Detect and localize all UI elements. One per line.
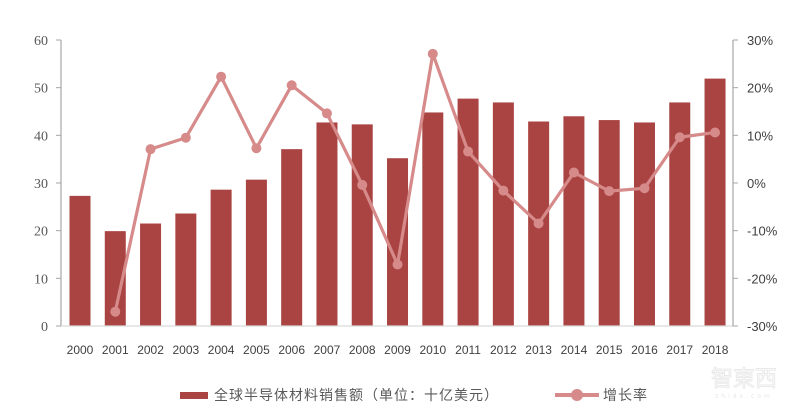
x-tick-label: 2003 — [172, 343, 199, 357]
left-tick-label: 60 — [34, 34, 48, 49]
growth-point-2008[interactable] — [357, 179, 368, 190]
left-tick-label: 0 — [41, 320, 48, 335]
bar-series — [69, 78, 726, 327]
x-tick-label: 2012 — [490, 343, 517, 357]
legend-item-sales[interactable]: 全球半导体材料销售额（单位：十亿美元） — [180, 384, 499, 406]
growth-point-2017[interactable] — [674, 132, 685, 143]
line-marker-swatch-icon — [555, 388, 599, 402]
growth-point-2016[interactable] — [639, 183, 650, 194]
x-tick-label: 2018 — [702, 343, 729, 357]
x-tick-label: 2006 — [278, 343, 305, 357]
growth-point-2013[interactable] — [533, 218, 544, 229]
bar-2010[interactable] — [422, 112, 444, 326]
bar-2018[interactable] — [704, 78, 726, 326]
growth-point-2006[interactable] — [286, 80, 297, 91]
x-tick-label: 2005 — [243, 343, 270, 357]
growth-point-2010[interactable] — [427, 48, 438, 59]
growth-point-2015[interactable] — [604, 186, 615, 197]
left-axis-ticks: 0 10 20 30 40 50 60 — [34, 34, 61, 335]
growth-point-2018[interactable] — [710, 127, 721, 138]
growth-point-2005[interactable] — [251, 143, 262, 154]
x-tick-label: 2000 — [67, 343, 94, 357]
bar-2014[interactable] — [563, 116, 585, 327]
bar-2012[interactable] — [492, 102, 514, 327]
watermark-logo: 智東西 zhidx.com — [710, 367, 777, 401]
growth-point-2012[interactable] — [498, 185, 509, 196]
right-tick-label: -10% — [747, 224, 778, 239]
left-tick-label: 30 — [34, 177, 48, 192]
growth-point-2011[interactable] — [463, 146, 474, 157]
growth-point-2004[interactable] — [216, 71, 227, 82]
bar-2017[interactable] — [669, 102, 691, 327]
legend: 全球半导体材料销售额（单位：十亿美元） 增长率 — [0, 384, 800, 406]
bar-swatch-icon — [180, 391, 208, 399]
bar-2002[interactable] — [140, 223, 162, 326]
x-tick-label: 2013 — [525, 343, 552, 357]
left-tick-label: 10 — [34, 272, 48, 287]
x-tick-label: 2009 — [384, 343, 411, 357]
x-tick-label: 2007 — [314, 343, 341, 357]
growth-point-2001[interactable] — [110, 306, 121, 317]
bar-2004[interactable] — [210, 189, 232, 326]
bar-2006[interactable] — [281, 149, 303, 326]
right-tick-label: -20% — [747, 271, 778, 286]
right-tick-label: 20% — [747, 81, 773, 96]
legend-label-sales: 全球半导体材料销售额（单位：十亿美元） — [214, 388, 499, 404]
x-tick-label: 2017 — [666, 343, 693, 357]
right-tick-label: 30% — [747, 33, 773, 48]
legend-label-growth: 增长率 — [603, 388, 648, 404]
x-tick-label: 2001 — [102, 343, 129, 357]
left-tick-label: 50 — [34, 82, 48, 97]
legend-item-growth[interactable]: 增长率 — [555, 384, 648, 406]
bar-2008[interactable] — [351, 124, 373, 327]
bar-2009[interactable] — [387, 158, 409, 326]
x-tick-label: 2010 — [419, 343, 446, 357]
growth-point-2014[interactable] — [568, 167, 579, 178]
growth-point-2007[interactable] — [321, 108, 332, 119]
x-tick-label: 2014 — [561, 343, 588, 357]
x-tick-label: 2002 — [137, 343, 164, 357]
bar-2005[interactable] — [245, 179, 267, 326]
growth-point-2009[interactable] — [392, 259, 403, 270]
bar-2016[interactable] — [633, 122, 655, 326]
x-tick-label: 2016 — [631, 343, 658, 357]
right-tick-label: 10% — [747, 128, 773, 143]
growth-line — [113, 52, 716, 313]
x-tick-label: 2008 — [349, 343, 376, 357]
bar-2015[interactable] — [598, 120, 620, 326]
bar-2001[interactable] — [104, 231, 126, 326]
svg-text:智東西: 智東西 — [711, 367, 777, 392]
growth-point-2002[interactable] — [145, 144, 156, 155]
x-tick-label: 2004 — [208, 343, 235, 357]
x-tick-label: 2015 — [596, 343, 623, 357]
svg-text:zhidx.com: zhidx.com — [715, 393, 773, 400]
right-tick-label: -30% — [747, 319, 778, 334]
bar-2003[interactable] — [175, 213, 197, 326]
x-axis-ticks: 2000 2001 2002 2003 2004 2005 2006 2007 2008 2009… — [67, 343, 729, 357]
bar-2000[interactable] — [69, 195, 91, 326]
left-tick-label: 40 — [34, 129, 48, 144]
growth-point-2003[interactable] — [180, 132, 191, 143]
x-tick-label: 2011 — [455, 343, 481, 357]
right-axis-ticks: -30% -20% -10% 0% 10% 20% 30% — [733, 33, 778, 334]
line-series — [110, 48, 721, 317]
bar-2007[interactable] — [316, 122, 338, 326]
right-tick-label: 0% — [747, 176, 766, 191]
left-tick-label: 20 — [34, 225, 48, 240]
